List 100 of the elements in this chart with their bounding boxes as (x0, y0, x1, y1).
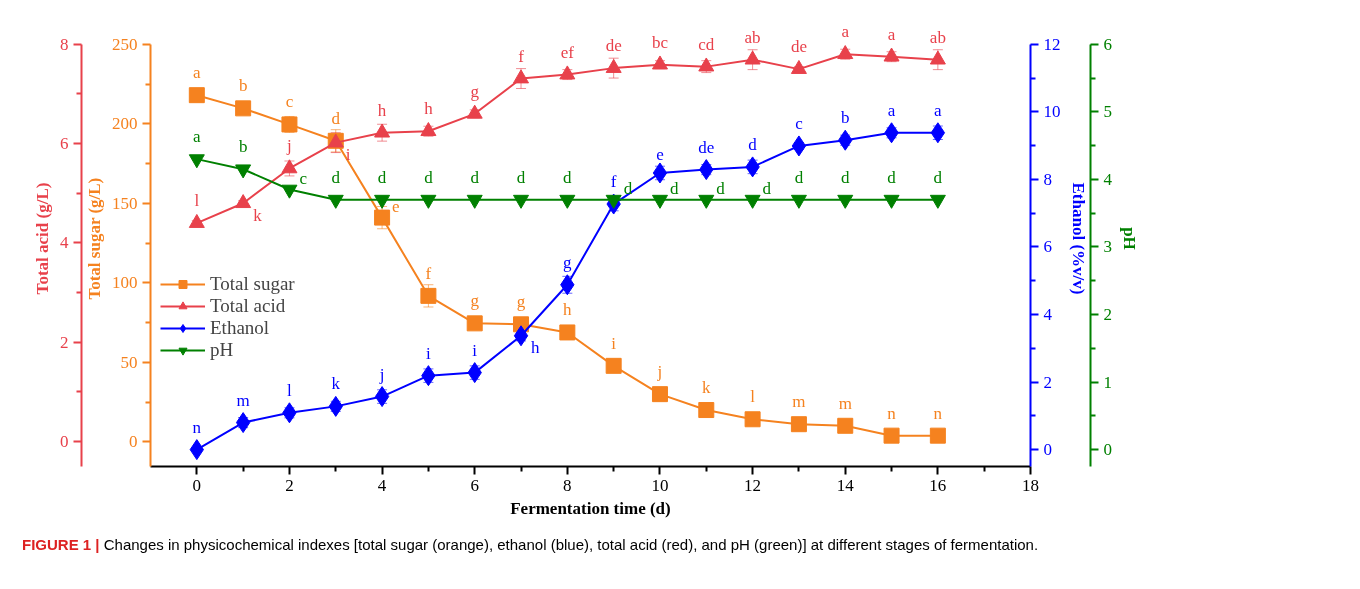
data-label: b (238, 137, 248, 157)
x-tick-label: 16 (929, 475, 947, 495)
legend-label: pH (210, 339, 234, 361)
data-label: bc (651, 32, 669, 52)
data-label: g (516, 292, 526, 312)
y-tick-label: 0 (129, 432, 138, 452)
data-label: m (838, 393, 852, 413)
x-tick-label: 14 (836, 475, 855, 495)
data-label: k (253, 205, 263, 225)
data-label: n (192, 417, 202, 437)
data-label: l (194, 191, 200, 211)
data-label: b (238, 76, 248, 96)
data-label: d (887, 167, 897, 187)
caption: FIGURE 1 | Changes in physicochemical indexes [total sugar (orange), ethanol (blue), total acid (red), and pH (green)] at different stages of fermentation. (22, 535, 1039, 555)
data-label: e (392, 197, 400, 217)
data-label: d (748, 134, 758, 154)
data-label: l (750, 387, 756, 407)
y3-tick-label: 6 (60, 134, 69, 154)
y-axis-title: Total sugar (g/L) (85, 177, 104, 300)
y2-tick-label: 10 (1043, 102, 1061, 122)
data-label: de (605, 36, 622, 56)
y2-tick-label: 12 (1043, 34, 1061, 54)
y-tick-label: 5 (1103, 102, 1112, 122)
y-tick-label: 4 (1103, 169, 1113, 189)
x-tick-label: 8 (563, 475, 572, 495)
x-tick-label: 2 (285, 475, 294, 495)
data-label: a (193, 127, 202, 147)
data-label: g (470, 81, 480, 101)
data-label: d (331, 108, 341, 128)
y2-tick-label: 8 (1043, 169, 1052, 189)
data-label: i (426, 343, 432, 363)
data-label: d (516, 167, 526, 187)
data-label: n (887, 403, 897, 423)
data-label: h (531, 338, 541, 358)
y2-tick-label: 2 (1043, 372, 1052, 392)
data-label: n (933, 403, 943, 423)
data-label: f (425, 263, 432, 283)
data-label: a (193, 63, 202, 83)
data-label: i (345, 145, 351, 165)
y-tick-label: 100 (112, 273, 138, 293)
data-label: m (792, 392, 806, 412)
y-tick-label: 200 (112, 114, 138, 134)
data-label: j (378, 364, 385, 384)
data-label: c (299, 169, 308, 189)
data-label: h (424, 99, 434, 119)
data-label: ab (929, 27, 946, 47)
data-label: de (790, 37, 807, 57)
data-label: d (716, 179, 726, 199)
y3-tick-label: 2 (60, 332, 69, 352)
data-label: i (611, 333, 617, 353)
data-label: h (377, 100, 387, 120)
y-tick-label: 0 (1103, 440, 1112, 460)
y3-tick-label: 0 (60, 432, 69, 452)
legend-label: Ethanol (210, 317, 270, 339)
data-label: de (698, 137, 715, 157)
data-label: a (887, 24, 896, 44)
data-label: j (656, 362, 663, 382)
data-label: i (472, 340, 478, 360)
data-label: b (840, 108, 850, 128)
y2-tick-label: 6 (1043, 237, 1052, 257)
data-label: d (563, 167, 573, 187)
data-label: g (470, 291, 480, 311)
y-axis-title: pH (1120, 227, 1139, 250)
y3-tick-label: 4 (60, 233, 69, 253)
data-label: d (933, 167, 943, 187)
data-label: k (702, 378, 712, 398)
data-label: h (563, 300, 573, 320)
data-label: a (841, 22, 850, 42)
data-label: d (377, 167, 387, 187)
data-label: d (669, 179, 679, 199)
data-label: f (518, 46, 525, 66)
data-label: m (236, 390, 250, 410)
y3-axis-title: Total acid (g/L) (33, 182, 52, 295)
data-label: c (285, 92, 294, 112)
x-tick-label: 10 (651, 475, 669, 495)
data-label: ef (560, 42, 575, 62)
data-label: j (286, 136, 292, 156)
y-tick-label: 2 (1103, 305, 1112, 324)
y3-tick-label: 8 (60, 34, 69, 54)
x-tick-label: 0 (192, 475, 202, 495)
data-label: cd (698, 34, 715, 54)
y2-tick-label: 0 (1043, 440, 1052, 460)
data-label: l (287, 380, 293, 400)
legend-label: Total sugar (210, 273, 295, 295)
y-tick-label: 3 (1103, 237, 1112, 257)
y-tick-label: 150 (112, 193, 138, 213)
data-label: e (656, 144, 664, 164)
y-tick-label: 6 (1103, 34, 1112, 54)
data-label: d (762, 179, 772, 199)
data-label: d (331, 167, 341, 187)
y-tick-label: 1 (1103, 372, 1112, 392)
data-label: d (794, 167, 804, 187)
data-label: d (623, 179, 633, 199)
legend-label: Total acid (210, 295, 286, 317)
data-label: f (610, 172, 617, 192)
x-tick-label: 12 (744, 475, 762, 495)
data-label: a (934, 100, 943, 120)
data-label: c (795, 113, 804, 133)
data-label: d (424, 167, 434, 187)
data-label: a (887, 100, 896, 120)
